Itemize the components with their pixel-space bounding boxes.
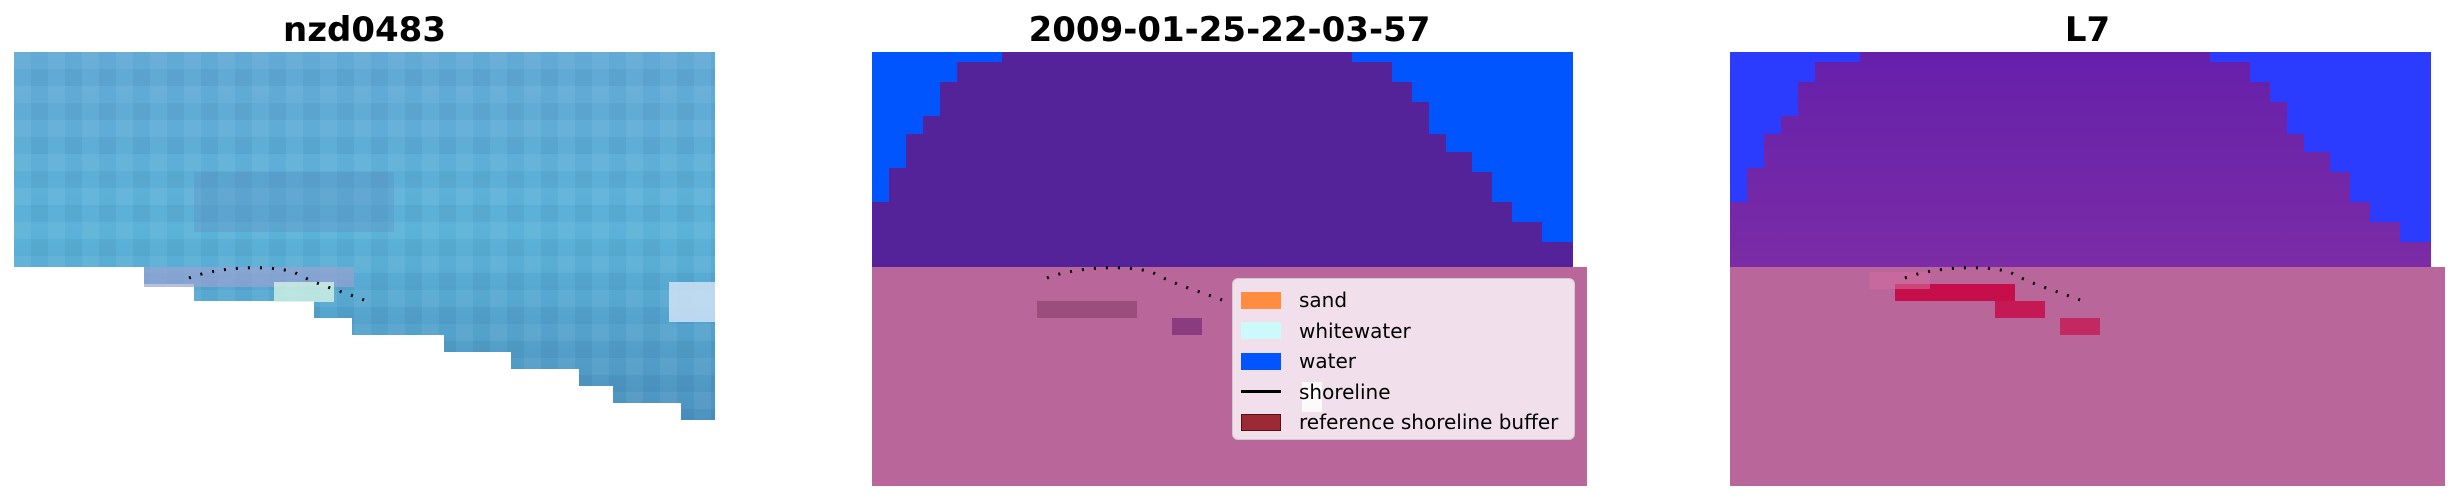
legend-item-whitewater: whitewater — [1233, 316, 1574, 347]
rgb-image-panel — [14, 52, 715, 477]
legend-label-whitewater: whitewater — [1299, 318, 1411, 343]
legend-label-buffer: reference shoreline buffer — [1299, 410, 1559, 435]
legend-label-sand: sand — [1299, 288, 1348, 313]
probability-image — [1730, 52, 2445, 486]
buffer-swatch — [1241, 413, 1281, 431]
legend: sand whitewater water shoreline referenc… — [1232, 278, 1575, 440]
whitewater-swatch — [1241, 322, 1281, 340]
rgb-image — [14, 52, 715, 420]
water-swatch — [1241, 352, 1281, 370]
panel-title-probability: L7 — [2064, 10, 2111, 50]
legend-item-water: water — [1233, 346, 1574, 377]
shoreline-line — [188, 266, 365, 302]
classification-image — [872, 52, 1587, 486]
sand-swatch — [1241, 291, 1281, 309]
probability-panel — [1730, 52, 2445, 486]
legend-item-sand: sand — [1233, 285, 1574, 316]
shoreline-line-3 — [1904, 266, 2081, 302]
shoreline-line-2 — [1046, 266, 1223, 302]
legend-item-buffer: reference shoreline buffer — [1233, 407, 1574, 438]
panel-title-image: nzd0483 — [283, 10, 446, 50]
shoreline-swatch — [1241, 390, 1281, 394]
panel-title-classification: 2009-01-25-22-03-57 — [1028, 10, 1431, 50]
classification-panel — [872, 52, 1587, 486]
legend-item-shoreline: shoreline — [1233, 377, 1574, 408]
legend-label-water: water — [1299, 349, 1356, 374]
legend-label-shoreline: shoreline — [1299, 379, 1391, 404]
